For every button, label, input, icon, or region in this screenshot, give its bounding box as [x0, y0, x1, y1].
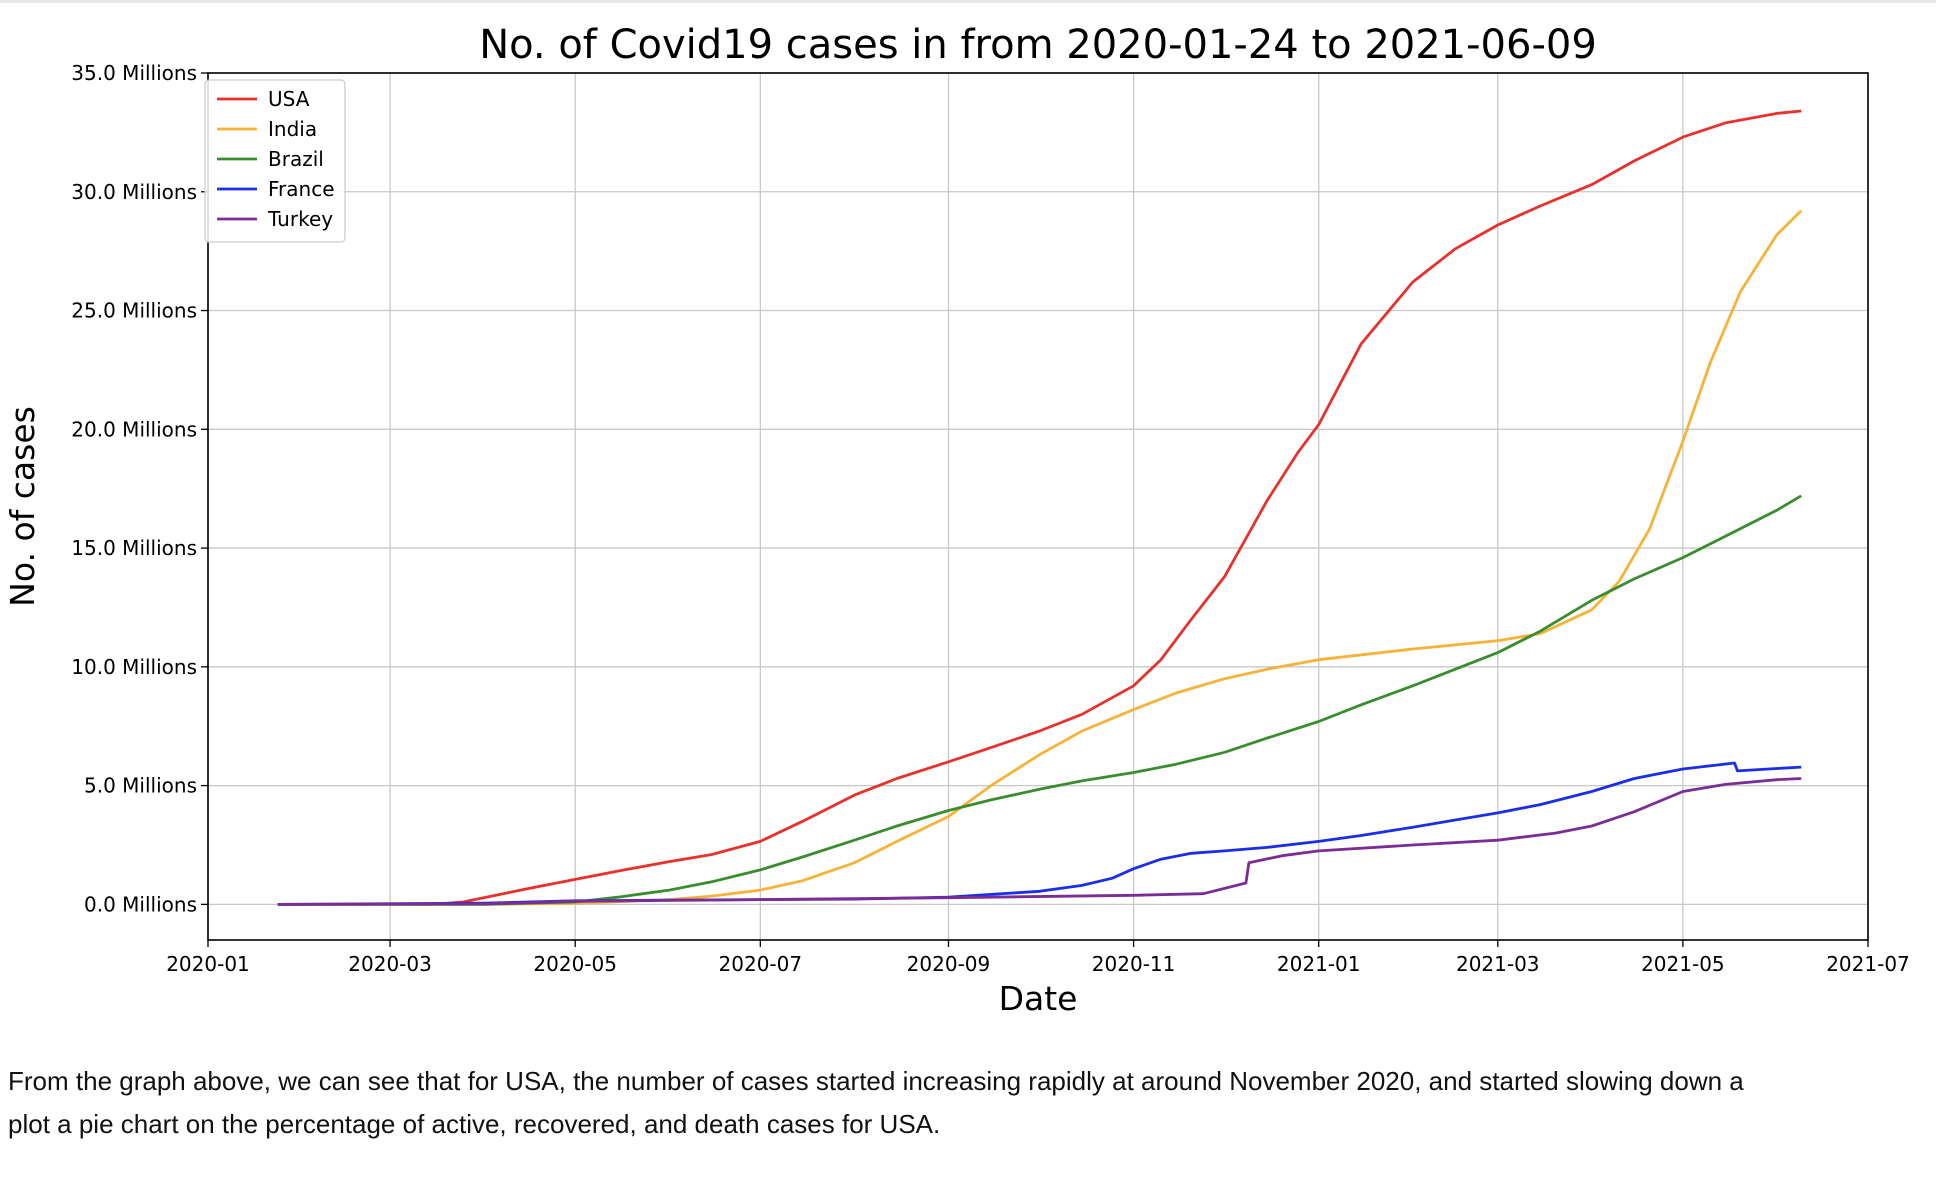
covid-line-chart: 2020-01 2020-03 2020-05 2020-07 2020-09 2020-… — [3, 22, 1910, 1018]
chart-svg: 2020-01 2020-03 2020-05 2020-07 2020-09 2020-… — [3, 22, 1910, 1018]
x-tick-label: 2020-11 — [1092, 952, 1176, 976]
series-line-usa — [277, 109, 1802, 906]
x-tick-label: 2020-07 — [719, 952, 803, 976]
chart-title: No. of Covid19 cases in from 2020-01-24 … — [479, 22, 1597, 68]
x-tick-label: 2021-05 — [1641, 952, 1725, 976]
x-axis-label: Date — [999, 979, 1078, 1018]
grid-lines — [207, 72, 1869, 940]
explanation-paragraph: From the graph above, we can see that fo… — [8, 1060, 1936, 1146]
caption-line-2: plot a pie chart on the percentage of ac… — [8, 1109, 941, 1139]
x-tick-label: 2020-09 — [907, 952, 991, 976]
y-tick-label: 5.0 Millions — [84, 774, 197, 798]
series-line-turkey — [277, 777, 1802, 906]
x-tick-label: 2020-03 — [348, 952, 432, 976]
y-tick-label: 30.0 Millions — [71, 180, 197, 204]
series-lines — [277, 109, 1803, 906]
y-tick-label: 10.0 Millions — [71, 655, 197, 679]
y-axis-ticks: 0.0 Millions 5.0 Millions 10.0 Millions 15.… — [71, 61, 208, 916]
y-tick-label: 35.0 Millions — [71, 61, 197, 85]
legend-box — [204, 79, 346, 243]
x-tick-label: 2021-03 — [1456, 952, 1540, 976]
y-tick-label: 0.0 Millions — [84, 892, 197, 916]
series-line-india — [277, 209, 1803, 906]
legend-label-turkey: Turkey — [267, 207, 333, 231]
legend-label-brazil: Brazil — [268, 147, 324, 171]
x-tick-label: 2020-05 — [533, 952, 617, 976]
x-tick-label: 2020-01 — [166, 952, 250, 976]
legend-label-usa: USA — [268, 87, 310, 111]
y-tick-label: 15.0 Millions — [71, 536, 197, 560]
series-line-brazil — [277, 494, 1802, 906]
chart-legend: USA India Brazil France Turkey — [204, 79, 346, 243]
plot-area-frame — [207, 72, 1869, 941]
series-line-france — [277, 761, 1802, 906]
legend-label-france: France — [268, 177, 335, 201]
x-tick-label: 2021-01 — [1277, 952, 1361, 976]
page-top-border — [0, 0, 1936, 3]
caption-line-1: From the graph above, we can see that fo… — [8, 1066, 1744, 1096]
y-tick-label: 25.0 Millions — [71, 299, 197, 323]
y-tick-label: 20.0 Millions — [71, 417, 197, 441]
y-axis-label: No. of cases — [3, 406, 42, 607]
legend-label-india: India — [268, 117, 317, 141]
x-tick-label: 2021-07 — [1826, 952, 1910, 976]
x-axis-ticks: 2020-01 2020-03 2020-05 2020-07 2020-09 2020-… — [166, 940, 1910, 976]
